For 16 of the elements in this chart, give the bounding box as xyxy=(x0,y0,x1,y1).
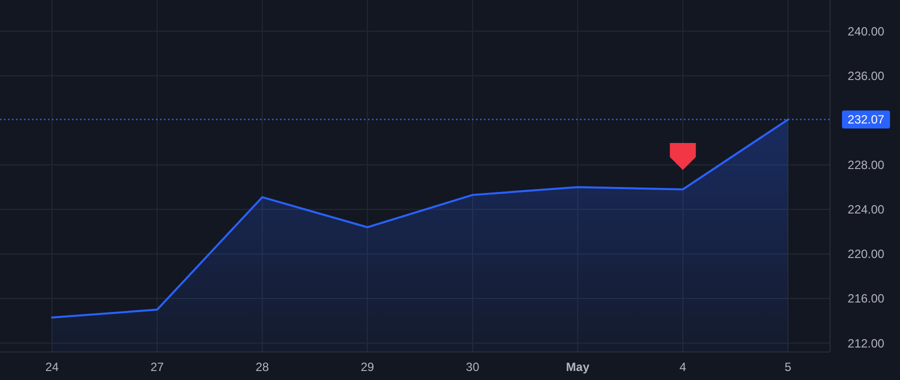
x-tick-label: 28 xyxy=(256,360,270,374)
ref-line-label: 232.07 xyxy=(848,112,885,127)
x-tick-label: 24 xyxy=(45,360,59,374)
x-tick-label: 29 xyxy=(360,360,374,374)
y-tick-label: 220.00 xyxy=(848,247,885,262)
y-tick-label: 236.00 xyxy=(848,68,885,83)
x-tick-label: 4 xyxy=(680,360,687,374)
y-tick-label: 228.00 xyxy=(848,158,885,172)
x-tick-label: 30 xyxy=(466,360,480,374)
x-tick-label: 5 xyxy=(784,360,792,374)
y-tick-label: 240.00 xyxy=(848,24,885,38)
x-tick-label: 27 xyxy=(150,360,164,374)
y-tick-label: 224.00 xyxy=(848,202,885,217)
y-tick-label: 212.00 xyxy=(848,336,885,350)
y-tick-label: 216.00 xyxy=(848,292,885,306)
x-tick-label: May xyxy=(566,360,590,374)
